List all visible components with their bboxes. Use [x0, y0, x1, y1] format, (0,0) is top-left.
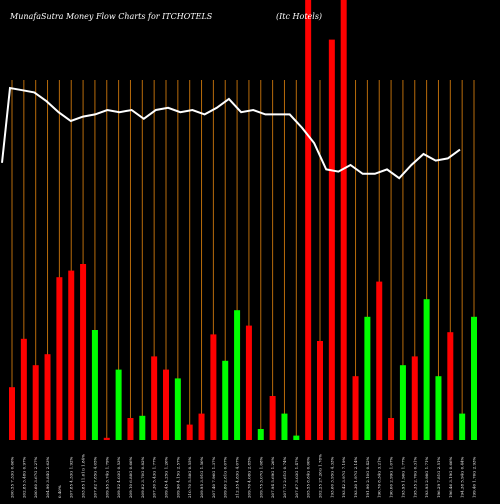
x-tick-label: 190.00 2.99G 1.07% — [389, 456, 394, 498]
bar — [44, 354, 51, 440]
x-tick-label: 209.90 4.15G 2.57% — [175, 456, 180, 498]
bar — [56, 277, 63, 440]
bar — [376, 281, 383, 440]
money-flow-line — [1, 86, 461, 180]
bar — [20, 338, 27, 440]
bar — [269, 396, 276, 440]
bar — [210, 334, 217, 440]
x-tick-label: 199.40 1.76G 2.93% — [472, 456, 477, 498]
x-tick-label: 194.38 5.94G 0.44% — [460, 456, 465, 498]
x-tick-label: 193.30 1.97G 2.14% — [353, 456, 358, 498]
x-tick-label: 200.55 7.33G 0.66% — [10, 456, 15, 498]
x-tick-label: 209.75 3.07G 1.08% — [258, 456, 263, 498]
bar — [328, 39, 335, 440]
bar — [305, 0, 312, 440]
bar — [340, 0, 347, 440]
bar — [80, 264, 87, 440]
money-flow-line-layer — [1, 86, 461, 180]
x-tick-label: 209.52 4.03G 0.53% — [116, 456, 121, 498]
bar — [257, 429, 264, 440]
x-tick-label: 210.70 5.58G 0.55% — [187, 456, 192, 498]
x-tick-label: 203.85 11.61G 1.84% — [81, 454, 86, 498]
bar — [139, 415, 146, 440]
x-tick-label: 0.40% — [57, 485, 62, 498]
x-tick-label: 212.35 4.83G 4.07% — [235, 456, 240, 498]
bar — [68, 270, 75, 440]
bar — [91, 330, 98, 440]
x-tick-label: 193.93 2.98G 1.71% — [424, 456, 429, 498]
x-tick-label: 202.25 27.26G 1.78% — [318, 454, 323, 498]
bar — [281, 413, 288, 440]
bar — [471, 316, 477, 440]
bar — [163, 369, 169, 440]
bar — [198, 413, 205, 440]
x-tick-label: 207.30 5.43G 1.77% — [152, 456, 157, 498]
x-tick-label: 207.62 7.85G 4.05% — [92, 456, 97, 498]
bar — [435, 376, 442, 440]
x-tick-label: 207.67 3.03G 1.47% — [294, 456, 299, 498]
x-tick-label: 202.85 3.48G 0.97% — [21, 456, 26, 498]
x-tick-label: 207.72 2.61G 0.74% — [282, 456, 287, 498]
chart-title: MunafaSutra Money Flow Charts for ITCHOT… — [9, 12, 213, 21]
x-tick-label: 207.40 7.96G 1.37% — [211, 456, 216, 498]
x-tick-label: 204.90 3.84G 2.63% — [45, 456, 50, 498]
x-tick-label: 209.82 3.70G 0.82% — [140, 456, 145, 498]
bar — [151, 356, 158, 440]
bar — [234, 310, 241, 440]
x-tick-label: 196.29 7.81G 2.51% — [436, 456, 441, 498]
x-tick-label: 193.95 1.96G 1.77% — [400, 456, 405, 498]
bar — [186, 424, 193, 440]
x-tick-label: 209.95 3.74G 1.79% — [104, 456, 109, 498]
bar — [32, 365, 39, 440]
x-tick-labels: 200.55 7.33G 0.66% 202.85 3.48G 0.97% 200.… — [10, 454, 477, 498]
x-tick-label: 193.60 3.95G 4.33% — [329, 456, 334, 498]
bar — [447, 332, 454, 440]
bar — [115, 369, 122, 440]
bar — [411, 356, 418, 440]
chart-subtitle: (Itc Hotels) — [276, 12, 322, 21]
x-tick-label: 205.55 8.84G 0.00% — [306, 456, 311, 498]
x-tick-label: 209.80 2.81G 0.07% — [223, 456, 228, 498]
bar — [352, 376, 359, 440]
bar — [317, 341, 323, 440]
bar — [103, 437, 110, 440]
bar — [127, 418, 134, 440]
bar — [174, 378, 181, 440]
x-tick-label: 196.46 3.19G 0.66% — [448, 456, 453, 498]
x-tick-label: 207.85 4.33G 1.92% — [69, 456, 74, 498]
x-tick-label: 207.94 5.69G 1.26% — [270, 456, 275, 498]
bar — [364, 316, 371, 440]
bar — [399, 365, 406, 440]
bar — [459, 413, 466, 440]
x-tick-label: 209.45 4.25G 1.26% — [164, 456, 169, 498]
bar — [293, 435, 300, 440]
bar — [245, 325, 252, 440]
x-tick-label: 190.76 8.34G 3.21% — [377, 456, 382, 498]
x-tick-label: 209.10 6.88G 0.66% — [128, 456, 133, 498]
bars — [9, 0, 477, 440]
x-tick-label: 209.70 4.08G 2.85% — [246, 456, 251, 498]
x-tick-label: 193.42 3.97G 7.19% — [341, 456, 346, 498]
bar — [9, 387, 15, 440]
x-tick-label: 195.35 2.70G 0.31% — [412, 456, 417, 498]
x-tick-label: 209.95 3.91G 1.50% — [199, 456, 204, 498]
x-tick-label: 200.60 3.67G 2.27% — [33, 456, 38, 498]
bar — [423, 299, 430, 440]
bar — [388, 418, 395, 440]
x-tick-label: 191.90 2.10G 0.42% — [365, 456, 370, 498]
bar — [222, 360, 229, 440]
